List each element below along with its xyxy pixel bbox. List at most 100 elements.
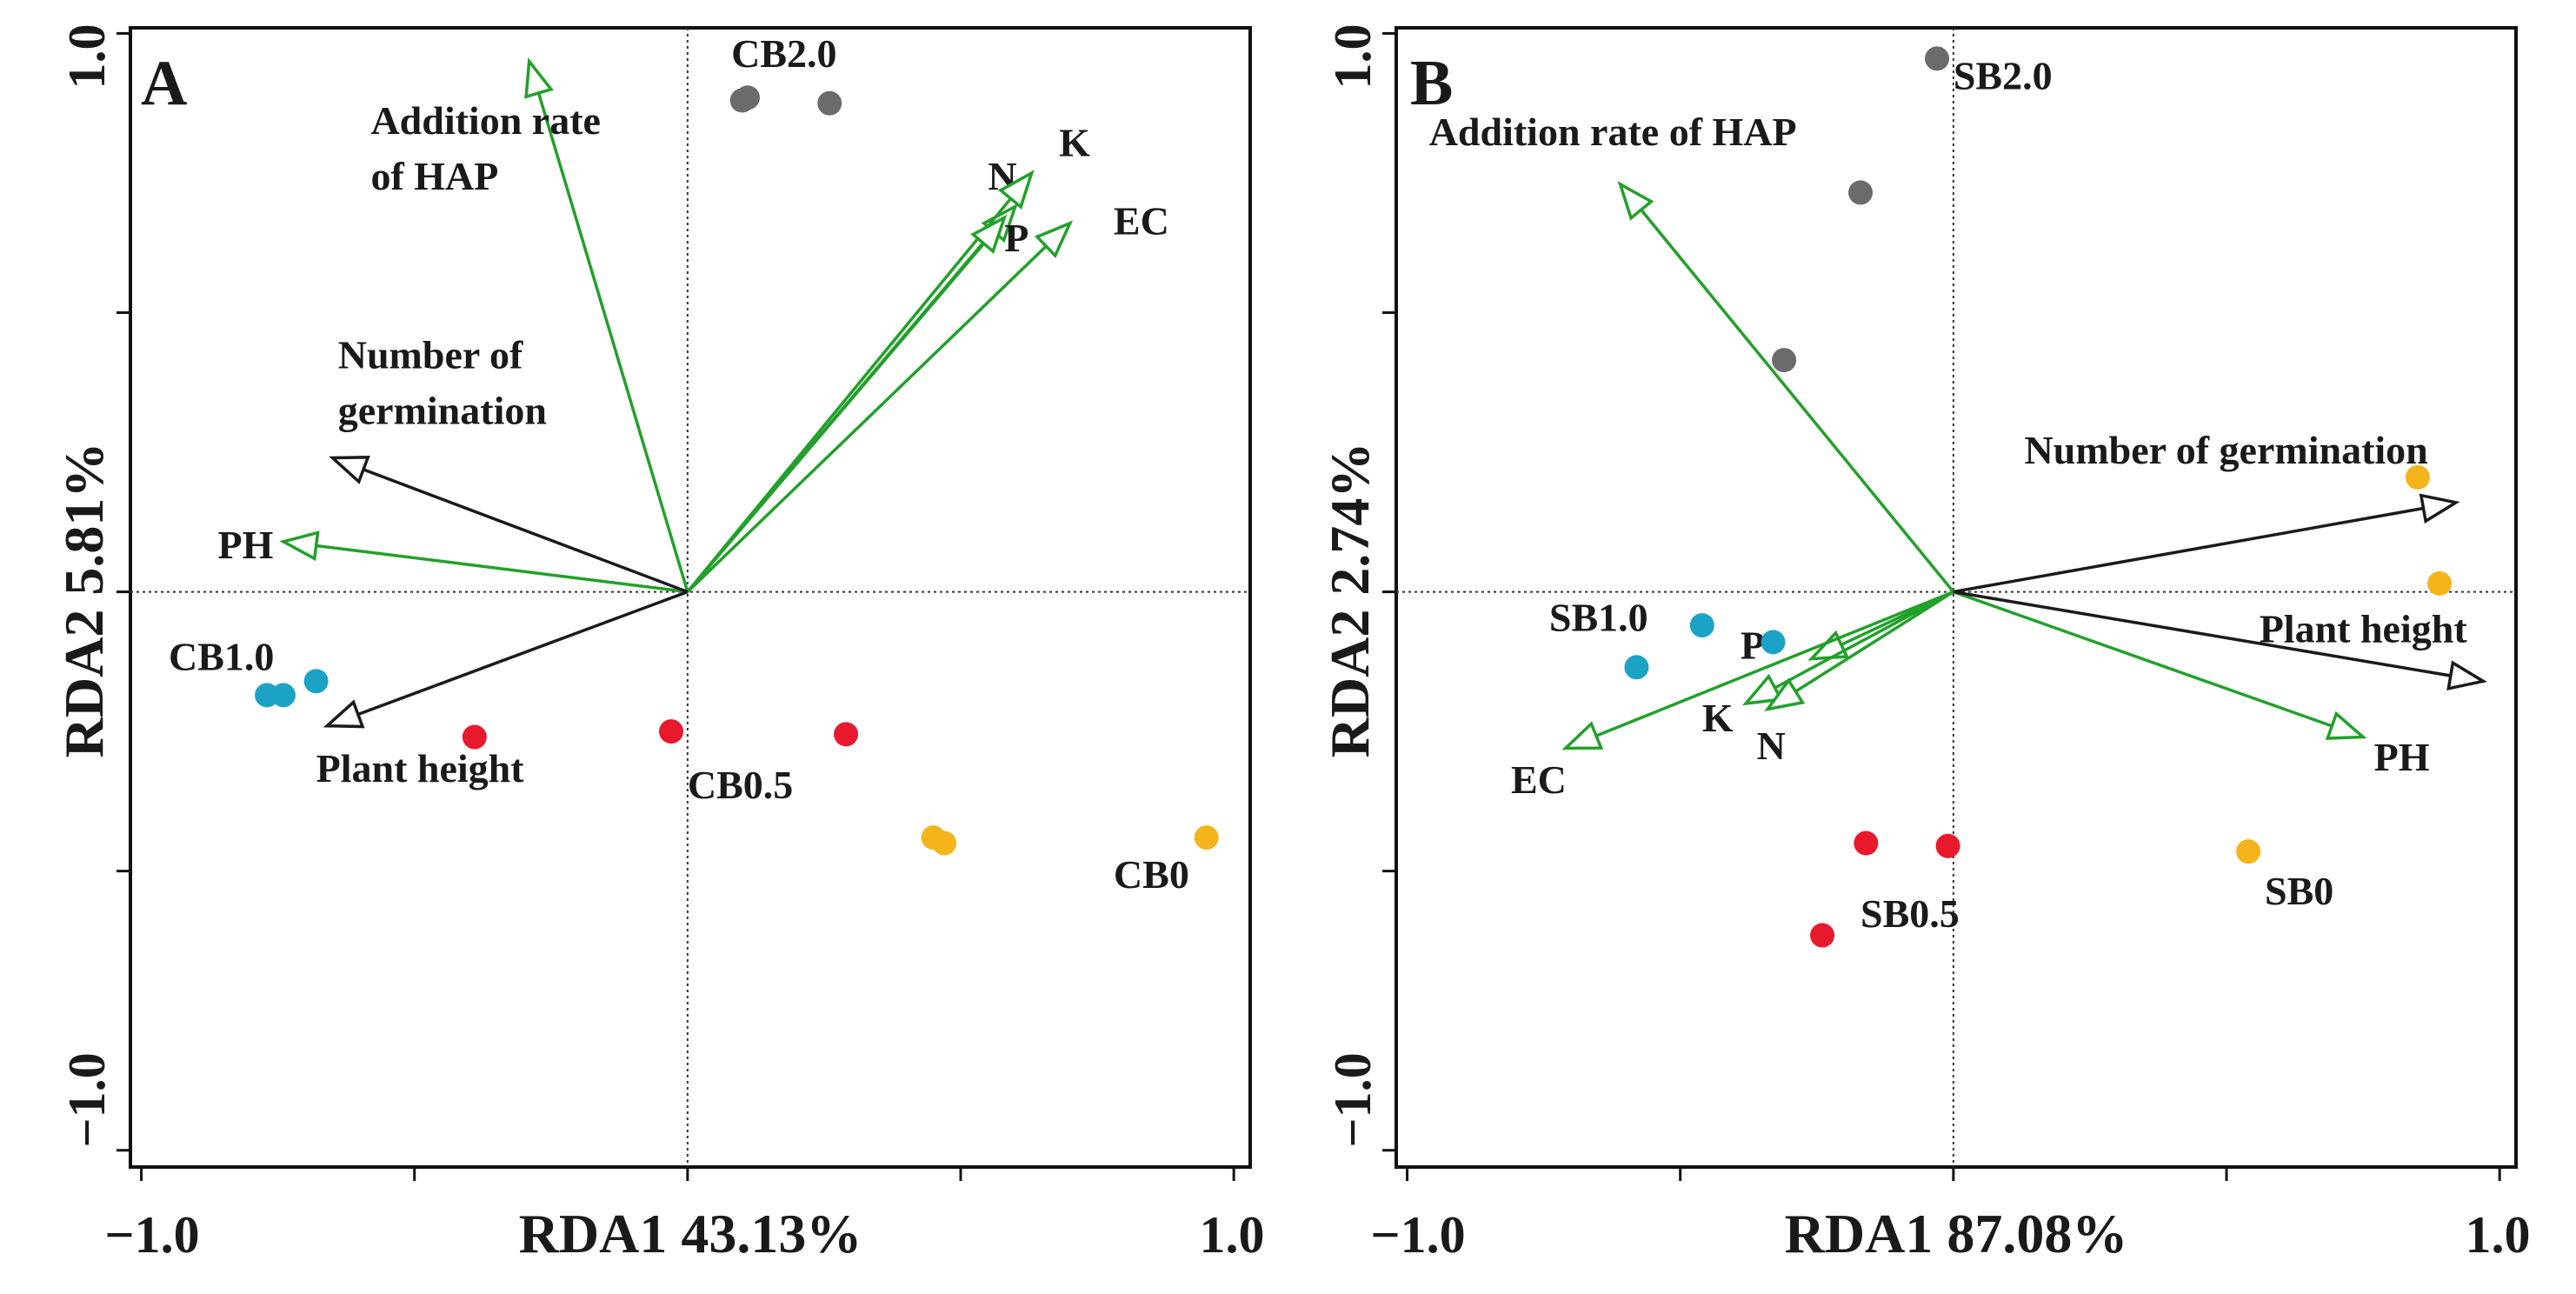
panel-a-ytick-min: −1.0 (58, 1052, 116, 1147)
panel-a-arrow-shaft-ec (686, 244, 1048, 593)
panel-a-point-cb1-0 (270, 683, 296, 708)
panel-a-arrow-head-plant-height (323, 699, 365, 729)
panel-b-xtick-min: −1.0 (1370, 1206, 1465, 1264)
panel-a-arrow-label-ph: PH (218, 523, 274, 567)
panel-b-arrow-shaft-plant-height (1953, 590, 2452, 677)
panel-b-arrow-shaft-addition-rate-of-hap (1640, 209, 1955, 593)
panel-a-arrow-label-line: PH (218, 523, 274, 567)
panel-b-point-sb0-5 (1935, 833, 1960, 858)
panel-a-arrow-ec: EC (686, 199, 1169, 593)
panel-b-arrow-ec: EC (1511, 590, 1954, 802)
panel-b-arrow-k: K (1702, 590, 1954, 740)
panel-a-frame (129, 26, 1252, 1169)
panel-b-point-sb0-5 (1810, 923, 1835, 948)
panel-a-ylabel: RDA2 5.81% (53, 443, 115, 758)
panel-b-arrow-shaft-k (1774, 590, 1954, 690)
panel-a-point-cb2-0 (735, 85, 760, 110)
panel-b-arrow-label-line: Number of germination (2025, 428, 2428, 472)
panel-b-arrow-head-plant-height (2446, 660, 2488, 691)
panel-b-arrow-head-number-of-germination (2419, 493, 2460, 524)
panel-a-series-cb0: CB0 (921, 825, 1219, 897)
panel-a-arrow-label-line: EC (1114, 199, 1169, 243)
panel-a-letter: A (141, 48, 187, 119)
panel-a-arrow-label-line: Plant height (316, 746, 525, 790)
panel-a-arrow-shaft-plant-height (357, 590, 689, 717)
panel-b: B −1.0 1.0 RDA1 87.08% 1.0 −1.0 RDA2 2.7… (1319, 24, 2531, 1265)
panel-b-plot-area: Addition rate of HAP PKN EC PH Number of ger… (1382, 28, 2516, 1181)
panel-a-xlabel: RDA1 43.13% (519, 1203, 862, 1264)
panel-b-arrow-label-n: N (1757, 724, 1786, 768)
panel-b-ylabel: RDA2 2.74% (1319, 443, 1381, 758)
panel-b-ytick-min: −1.0 (1324, 1052, 1381, 1147)
panel-a-ytick-max: 1.0 (58, 24, 116, 90)
panel-b-arrow-label-k: K (1702, 696, 1734, 740)
panel-b-arrow-head-ec (1561, 721, 1604, 750)
panel-a-series-label-cb2-0: CB2.0 (731, 31, 836, 76)
panel-b-arrow-label-line: K (1702, 696, 1734, 740)
panel-a-series-label-cb0: CB0 (1114, 852, 1189, 897)
panel-a-point-cb0-5 (834, 722, 859, 747)
panel-a-arrow-addition-rate-of-hap: Addition rate of HAP (370, 57, 689, 593)
panel-a-arrow-label-p: P (1004, 216, 1028, 260)
panel-b-arrow-ph: PH (1953, 590, 2430, 779)
panel-b-arrow-label-plant-height: Plant height (2260, 606, 2468, 650)
panel-b-series-label-sb0: SB0 (2265, 869, 2333, 913)
panel-a-arrow-head-number-of-germination (329, 456, 370, 484)
panel-b-series-sb2-0: SB2.0 (1772, 46, 2053, 373)
panel-a-point-cb0 (932, 830, 957, 856)
panel-b-arrow-label-ph: PH (2374, 735, 2430, 779)
panel-b-arrow-label-line: N (1757, 724, 1786, 768)
panel-b-arrow-label-number-of-germination: Number of germination (2025, 428, 2428, 472)
panel-b-arrow-label-addition-rate-of-hap: Addition rate of HAP (1429, 110, 1797, 154)
panel-a-xtick-max: 1.0 (1200, 1206, 1265, 1264)
panel-b-arrow-label-p: P (1741, 624, 1765, 668)
panel-b-arrow-shaft-ec (1595, 590, 1954, 737)
panel-b-arrow-shaft-n (1794, 590, 1954, 693)
panel-b-arrow-label-ec: EC (1511, 757, 1567, 802)
panel-b-point-sb1-0 (1624, 655, 1649, 680)
panel-a-arrow-number-of-germination: Number of germination (329, 333, 689, 594)
panel-a-series-label-cb0-5: CB0.5 (688, 763, 793, 807)
panel-b-ytick-max: 1.0 (1324, 24, 1381, 90)
panel-b-xtick-max: 1.0 (2466, 1206, 2531, 1264)
panel-a-series-label-cb1-0: CB1.0 (169, 634, 274, 678)
panel-a-arrow-label-line: Addition rate (370, 98, 601, 143)
panel-b-xlabel: RDA1 87.08% (1785, 1203, 2128, 1264)
panel-a-point-cb1-0 (303, 669, 329, 694)
panel-b-arrow-n: N (1757, 590, 1954, 768)
panel-b-series-sb0: SB0 (2236, 464, 2453, 913)
panel-a-arrow-shaft-ph (316, 544, 689, 594)
panel-a-arrow-label-line: germination (338, 389, 547, 433)
panel-a-arrow-head-k (997, 170, 1035, 210)
panel-b-point-sb1-0 (1761, 630, 1786, 655)
panel-a-xtick-min: −1.0 (104, 1206, 199, 1264)
panel-a-arrow-plant-height: Plant height (316, 590, 689, 790)
panel-a-arrow-head-ph (279, 530, 320, 562)
panel-a-arrow-shaft-number-of-germination (363, 468, 689, 594)
panel-b-series-sb0-5: SB0.5 (1810, 830, 1960, 948)
panel-a-arrow-head-p (970, 214, 1008, 255)
panel-b-arrow-head-n (1764, 677, 1806, 711)
panel-a-arrow-label-line: P (1004, 216, 1028, 260)
panel-b-arrow-head-ph (2325, 710, 2367, 740)
panel-b-point-sb0-5 (1854, 830, 1879, 856)
panel-a-point-cb0 (1194, 825, 1219, 850)
panel-b-arrow-label-line: EC (1511, 757, 1567, 802)
panel-b-arrow-addition-rate-of-hap: Addition rate of HAP (1429, 110, 1955, 593)
panel-b-arrow-label-line: PH (2374, 735, 2430, 779)
panel-a-point-cb2-0 (817, 90, 842, 116)
panel-a-arrow-label-number-of-germination: Number of germination (338, 333, 547, 433)
panel-a-arrow-shaft-addition-rate-of-hap (536, 92, 689, 593)
panel-a: A −1.0 1.0 RDA1 43.13% 1.0 −1.0 RDA2 5.8… (53, 24, 1265, 1265)
panel-b-arrow-label-line: Addition rate of HAP (1429, 110, 1797, 154)
panel-b-frame (1395, 26, 2518, 1169)
panel-b-series-sb1-0: SB1.0 (1549, 596, 1786, 680)
panel-a-arrow-label-line: Number of (338, 333, 523, 377)
panel-a-arrow-p: P (686, 214, 1028, 593)
panel-a-series-cb1-0: CB1.0 (169, 634, 329, 708)
panel-b-point-sb2-0 (1925, 46, 1950, 71)
panel-a-series-cb0-5: CB0.5 (462, 719, 859, 807)
panel-b-arrow-label-line: P (1741, 624, 1765, 668)
panel-b-arrow-shaft-number-of-germination (1953, 506, 2424, 594)
panel-b-point-sb0 (2405, 464, 2430, 490)
